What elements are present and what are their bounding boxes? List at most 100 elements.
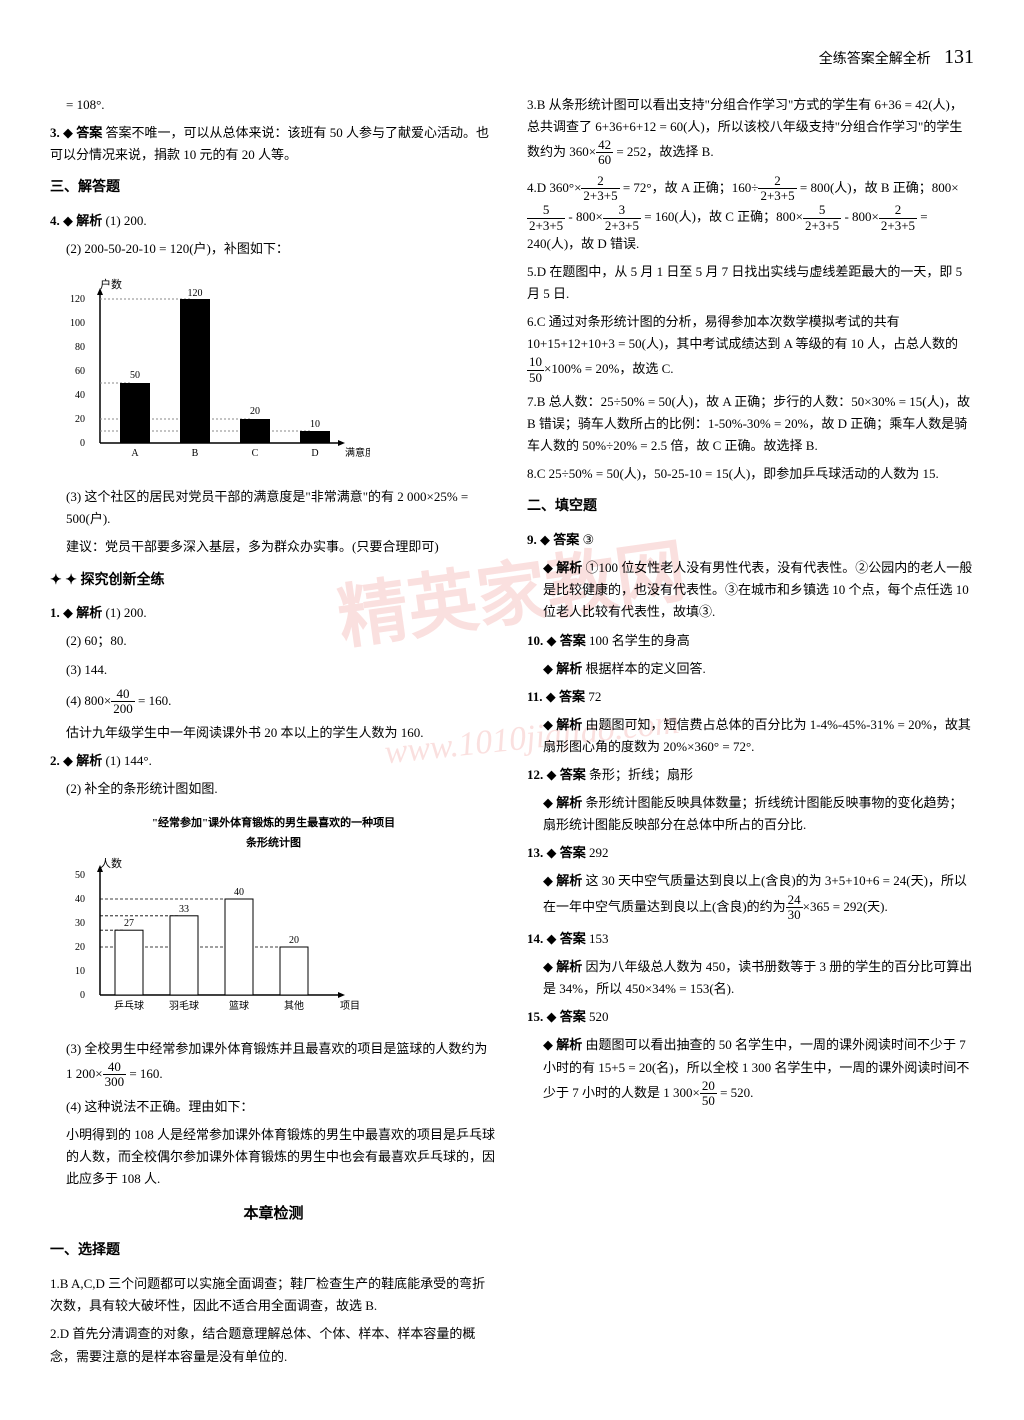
q4d-m4: = 160(人)，故 C 正确；800× (641, 209, 803, 224)
diamond-icon: ◆ (543, 959, 553, 974)
frac-num: 2 (581, 174, 619, 189)
header-title: 全练答案全解全析 (819, 52, 931, 67)
f11-answer: 72 (588, 689, 601, 704)
right-column: 3.B 从条形统计图可以看出支持"分组合作学习"方式的学生有 6+36 = 42… (527, 94, 974, 1374)
e2-number: 2. (50, 753, 60, 768)
analysis-label: 解析 (556, 959, 582, 974)
svg-text:满意度: 满意度 (345, 446, 370, 459)
frac-num: 40 (103, 1060, 127, 1075)
question-4: 4. ◆ 解析 (1) 200. (50, 210, 497, 232)
mc-q8c: 8.C 25÷50% = 50(人)，50-25-10 = 15(人)，即参加乒… (527, 463, 974, 485)
fill-q11: 11. ◆ 答案 72 (527, 686, 974, 708)
frac-num: 24 (786, 893, 803, 908)
q3b-post: = 252，故选择 B. (613, 144, 714, 159)
diamond-icon: ◆ (63, 605, 73, 620)
e2-part4-text: 小明得到的 108 人是经常参加课外体育锻炼的男生中最喜欢的项目是乒乓球的人数，… (66, 1124, 497, 1190)
answer-label: 答案 (560, 931, 586, 946)
q6c-pre: 6.C 通过对条形统计图的分析，易得参加本次数学模拟考试的共有 10+15+12… (527, 314, 958, 351)
chart2-subtitle: 条形统计图 (50, 834, 497, 853)
svg-text:20: 20 (250, 406, 260, 417)
q4d-m5: - 800× (841, 209, 879, 224)
analysis-label: 解析 (556, 795, 582, 810)
analysis-label: 解析 (556, 661, 582, 676)
f15-analysis-post: = 520. (717, 1084, 754, 1099)
e2-3-post: = 160. (126, 1066, 163, 1081)
svg-text:40: 40 (75, 894, 85, 905)
answer-label: 答案 (559, 689, 585, 704)
fill-q14: 14. ◆ 答案 153 (527, 928, 974, 950)
analysis-label: 解析 (556, 560, 582, 575)
q4-advice: 建议：党员干部要多深入基层，多为群众办实事。(只要合理即可) (66, 536, 497, 558)
f15-analysis-pre: 由题图可以看出抽查的 50 名学生中，一周的课外阅读时间不少于 7 小时的有 1… (543, 1037, 969, 1099)
frac-den: 2+3+5 (803, 219, 841, 233)
star-icon: ✦ (50, 573, 62, 588)
svg-text:100: 100 (70, 318, 85, 329)
q4d-m2: = 800(人)，故 B 正确；800× (797, 180, 959, 195)
e1-number: 1. (50, 605, 60, 620)
satisfaction-bar-chart: 户数 0 20 40 60 80 100 120 50 120 20 10 A … (50, 268, 497, 478)
analysis-label: 解析 (556, 717, 582, 732)
section-3-heading: 三、解答题 (50, 176, 497, 200)
svg-text:120: 120 (70, 294, 85, 305)
diamond-icon: ◆ (547, 1009, 557, 1024)
e1-part2: (2) 60；80. (66, 630, 497, 652)
f10-answer: 100 名学生的身高 (589, 633, 690, 648)
q4-number: 4. (50, 213, 60, 228)
diamond-icon: ◆ (546, 689, 556, 704)
frac-num: 5 (803, 203, 841, 218)
svg-text:项目: 项目 (340, 1000, 360, 1012)
fill-q12: 12. ◆ 答案 条形；折线；扇形 (527, 764, 974, 786)
svg-text:篮球: 篮球 (229, 999, 249, 1012)
f9-answer: ③ (583, 532, 595, 547)
f12-number: 12. (527, 767, 543, 782)
e1-part1: (1) 200. (106, 605, 147, 620)
f12-answer: 条形；折线；扇形 (589, 767, 693, 782)
e1-4-post: = 160. (135, 692, 172, 707)
e1-estimate: 估计九年级学生中一年阅读课外书 20 本以上的学生人数为 160. (66, 722, 497, 744)
svg-text:40: 40 (234, 887, 244, 898)
frac-den: 60 (596, 153, 613, 167)
fill-q12-analysis: ◆ 解析 条形统计图能反映具体数量；折线统计图能反映事物的变化趋势；扇形统计图能… (543, 792, 974, 836)
analysis-label: 解析 (556, 1037, 582, 1052)
fill-q9-analysis: ◆ 解析 ①100 位女性老人没有男性代表，没有代表性。②公园内的老人一般是比较… (543, 557, 974, 623)
fill-q15: 15. ◆ 答案 520 (527, 1006, 974, 1028)
diamond-icon: ◆ (543, 661, 553, 676)
frac-den: 2+3+5 (603, 219, 641, 233)
frac-num: 20 (700, 1079, 717, 1094)
e2-part3: (3) 全校男生中经常参加课外体育锻炼并且最喜欢的项目是篮球的人数约为 1 20… (66, 1038, 497, 1090)
diamond-icon: ◆ (543, 560, 553, 575)
mc-q2: 2.D 首先分清调查的对象，结合题意理解总体、个体、样本、样本容量的概念，需要注… (50, 1323, 497, 1367)
svg-text:50: 50 (130, 370, 140, 381)
svg-text:0: 0 (80, 990, 85, 1001)
analysis-label: 解析 (76, 605, 102, 620)
frac-den: 2+3+5 (758, 189, 796, 203)
frac-den: 30 (786, 908, 803, 922)
f13-answer: 292 (589, 845, 609, 860)
svg-text:户数: 户数 (100, 277, 122, 291)
explore-q2: 2. ◆ 解析 (1) 144°. (50, 750, 497, 772)
q4-part1: (1) 200. (106, 213, 147, 228)
diamond-icon: ◆ (543, 873, 553, 888)
f13-number: 13. (527, 845, 543, 860)
q4d-pre: 4.D 360°× (527, 180, 581, 195)
fill-q13: 13. ◆ 答案 292 (527, 842, 974, 864)
svg-text:50: 50 (75, 870, 85, 881)
e2-part1: (1) 144°. (106, 753, 152, 768)
fill-q10: 10. ◆ 答案 100 名学生的身高 (527, 630, 974, 652)
diamond-icon: ◆ (63, 213, 73, 228)
svg-text:120: 120 (188, 288, 203, 299)
analysis-label: 解析 (76, 213, 102, 228)
diamond-icon: ◆ (63, 753, 73, 768)
diamond-icon: ◆ (543, 717, 553, 732)
f9-number: 9. (527, 532, 537, 547)
svg-text:0: 0 (80, 438, 85, 449)
svg-text:27: 27 (124, 918, 134, 929)
q4-part3: (3) 这个社区的居民对党员干部的满意度是"非常满意"的有 2 000×25% … (66, 486, 497, 530)
diamond-icon: ◆ (540, 532, 550, 547)
f10-number: 10. (527, 633, 543, 648)
svg-text:80: 80 (75, 342, 85, 353)
mc-q7b: 7.B 总人数：25÷50% = 50(人)，故 A 正确；步行的人数：50×3… (527, 391, 974, 457)
fill-q9: 9. ◆ 答案 ③ (527, 529, 974, 551)
q4d-m3: - 800× (565, 209, 603, 224)
analysis-label: 解析 (556, 873, 582, 888)
